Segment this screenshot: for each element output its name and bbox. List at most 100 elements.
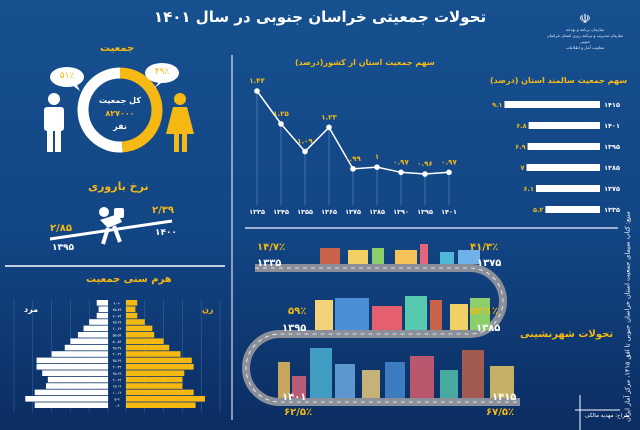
male-bar	[36, 357, 109, 364]
building-icon	[440, 370, 458, 398]
female-bar	[126, 364, 194, 370]
bar-value-label: ۹.۱	[492, 101, 502, 109]
bar	[545, 206, 600, 213]
bar	[527, 143, 600, 150]
female-bar	[126, 376, 183, 383]
data-label: ۰.۹۶	[417, 160, 432, 168]
data-point	[446, 169, 452, 176]
pyramid-title: هرم سنی جمعیت	[86, 274, 172, 285]
female-bar	[126, 332, 155, 338]
milestone-year: ۱۳۷۵	[477, 258, 502, 269]
female-bar	[126, 370, 185, 376]
female-bar	[126, 383, 183, 389]
building-icon	[458, 250, 480, 264]
building-icon	[348, 250, 368, 264]
building-icon	[450, 304, 468, 330]
x-tick-label: ۱۳۶۵	[321, 208, 337, 216]
data-label: ۱.۰۹	[297, 138, 313, 146]
logo-line: معاونت آمار و اطلاعات	[565, 45, 605, 50]
male-bar	[51, 351, 108, 357]
age-group-label: ۱۵-۱۹	[113, 385, 122, 389]
age-group-label: ۴۵-۴۹	[113, 346, 122, 350]
data-label: ۱.۲۳	[321, 113, 337, 121]
milestone-percent: ۶۷/۵٪	[486, 407, 515, 418]
donut-male-segment	[77, 67, 123, 153]
fertility-1395-value: ۲/۸۵	[50, 223, 72, 234]
milestone-percent: ۱۴/۷٪	[257, 242, 286, 253]
male-bar	[96, 300, 108, 306]
male-bar	[70, 338, 108, 344]
bar	[504, 101, 600, 108]
age-group-label: ۱۰-۱۴	[113, 391, 122, 395]
building-icon	[405, 296, 427, 330]
data-point	[374, 164, 380, 170]
bar-category-label: ۱۳۸۵	[604, 164, 620, 172]
logo-line: سازمان برنامه و بودجه	[565, 27, 605, 32]
female-bar	[126, 338, 164, 344]
data-point	[326, 124, 332, 131]
fertility-1400-year: ۱۴۰۰	[155, 228, 177, 238]
x-tick-label: ۱۳۸۵	[369, 208, 385, 216]
building-icon	[462, 350, 484, 398]
page-title: تحولات جمعیتی خراسان جنوبی در سال ۱۴۰۱	[153, 8, 487, 26]
bar-value-label: ۶.۱	[524, 185, 534, 193]
bar-value-label: ۷	[521, 164, 525, 172]
bar-category-label: ۱۴۱۵	[604, 101, 620, 109]
total-label: کل جمعیت	[99, 96, 141, 105]
milestone-percent: ۴۱/۳٪	[470, 242, 499, 253]
data-point	[398, 169, 404, 176]
milestone-year: ۱۴۱۵	[492, 392, 517, 403]
female-bar	[126, 306, 136, 312]
female-bar	[126, 389, 194, 396]
male-bar	[83, 325, 108, 332]
male-bar	[98, 306, 108, 312]
building-icon	[440, 252, 454, 264]
female-percent-bubble	[145, 63, 179, 88]
building-icon	[310, 348, 332, 398]
male-bar	[96, 312, 108, 319]
x-tick-label: ۱۳۳۵	[249, 208, 265, 216]
urbanization-road	[242, 264, 520, 406]
female-percent: ۴۹٪	[154, 67, 170, 77]
data-label: ۱	[375, 153, 379, 161]
population-heading: جمعیت	[100, 43, 135, 54]
building-icon	[385, 362, 405, 398]
female-bar	[126, 319, 145, 325]
male-bar	[45, 383, 108, 389]
age-group-label: ۸۰+	[114, 302, 121, 306]
elderly-line-chart: ۱.۴۴ ۱۳۳۵ ۱.۲۵ ۱۳۴۵ ۱.۰۹ ۱۳۵۵ ۱.۲۳ ۱۳۶۵ ۰.۹۹ ۱۳۷۵…	[249, 77, 457, 216]
age-group-label: ۲۰-۲۴	[113, 378, 122, 382]
designer-credit: طراح: مهدیه مالکی	[585, 413, 630, 419]
data-label: ۰.۹۹	[345, 155, 361, 163]
age-group-label: ۵۰-۵۴	[113, 340, 122, 344]
age-group-label: ۶۵-۶۹	[113, 321, 122, 325]
building-icon	[335, 364, 355, 398]
male-bar	[42, 370, 109, 376]
age-group-label: ۵۵-۵۹	[113, 334, 122, 338]
population-donut	[77, 67, 163, 153]
total-population: کل جمعیت ۸۲۷۰۰۰ نفر	[85, 94, 155, 133]
age-group-label: ۳۰-۳۴	[113, 366, 122, 370]
pyramid-male-label: مرد	[24, 305, 39, 314]
female-bar	[126, 357, 192, 364]
seesaw-icon	[49, 207, 173, 245]
building-icon	[335, 298, 369, 330]
data-point	[278, 121, 284, 127]
building-icon	[430, 300, 442, 330]
iran-emblem-icon: ☫	[579, 12, 591, 27]
male-bar	[34, 389, 108, 396]
female-bar	[126, 300, 138, 306]
data-label: ۱.۲۵	[273, 110, 289, 118]
data-point	[422, 171, 428, 177]
pyramid-female-label: زن	[202, 305, 214, 314]
line-chart-title: سهم جمعیت استان از کشور(درصد)	[295, 58, 435, 67]
building-icon	[315, 300, 333, 330]
source-text: منبع: کتاب سیمای جمعیت استان خراسان جنوب…	[623, 211, 632, 422]
data-point	[302, 148, 308, 155]
male-bar	[89, 319, 108, 325]
total-value: ۸۲۷۰۰۰	[105, 109, 135, 118]
data-label: ۱.۴۴	[249, 77, 265, 85]
bar-category-label: ۱۴۰۱	[604, 122, 620, 130]
data-point	[350, 166, 356, 172]
fertility-heading: نرخ باروری	[88, 180, 149, 193]
